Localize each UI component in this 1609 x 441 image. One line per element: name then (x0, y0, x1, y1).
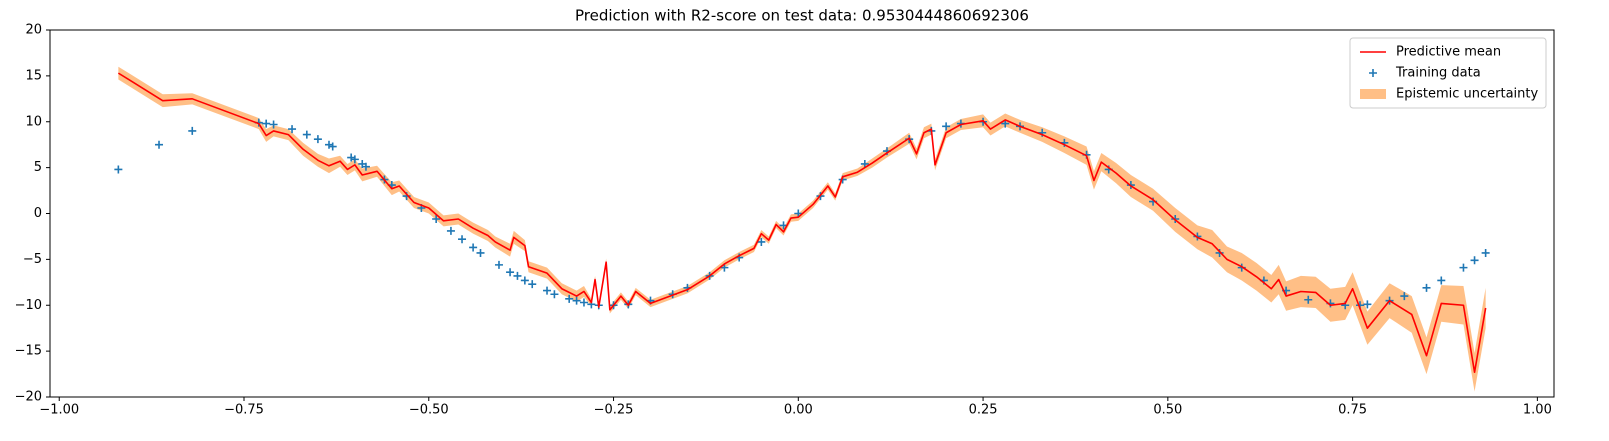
x-tick-label: 0.00 (784, 403, 813, 418)
legend-label: Epistemic uncertainty (1396, 87, 1538, 102)
training-point (262, 119, 271, 128)
training-point (565, 294, 574, 303)
y-tick-label: 10 (25, 114, 42, 129)
chart-title: Prediction with R2-score on test data: 0… (575, 7, 1029, 25)
x-tick-label: 1.00 (1523, 403, 1552, 418)
training-point (1363, 300, 1372, 309)
training-point (446, 226, 455, 235)
training-point (350, 155, 359, 164)
training-point (432, 215, 441, 224)
x-tick-label: −0.75 (224, 403, 264, 418)
y-tick-label: −15 (15, 344, 42, 359)
x-tick-label: −1.00 (39, 403, 79, 418)
x-tick-label: 0.50 (1153, 403, 1182, 418)
training-point (520, 276, 529, 285)
training-point (476, 248, 485, 257)
training-point (155, 140, 164, 149)
y-tick-label: 20 (25, 23, 42, 38)
training-point (513, 271, 522, 280)
y-tick-label: 0 (34, 206, 42, 221)
training-point (114, 165, 123, 174)
training-point (528, 280, 537, 289)
training-point (302, 130, 311, 139)
training-point (1481, 248, 1490, 257)
training-point (494, 260, 503, 269)
training-point (757, 237, 766, 246)
training-point (550, 290, 559, 299)
mean-line (117, 72, 1487, 374)
training-point (1304, 295, 1313, 304)
training-point (572, 296, 581, 305)
training-point (288, 125, 297, 134)
training-point (860, 159, 869, 168)
training-point (1215, 248, 1224, 257)
training-point (269, 120, 278, 129)
legend-patch (1360, 89, 1386, 99)
x-tick-label: 0.75 (1338, 403, 1367, 418)
legend-marker (1369, 69, 1377, 77)
training-point (1001, 119, 1010, 128)
training-point (942, 122, 951, 131)
y-tick-label: 5 (34, 160, 42, 175)
training-point (1437, 276, 1446, 285)
training-point (1459, 263, 1468, 272)
training-point (324, 140, 333, 149)
training-point (188, 126, 197, 135)
training-point (458, 235, 467, 244)
legend-label: Predictive mean (1396, 45, 1501, 60)
x-tick-label: 0.25 (969, 403, 998, 418)
y-tick-label: 15 (25, 68, 42, 83)
training-point (328, 142, 337, 151)
legend-box (1349, 37, 1547, 109)
training-point (579, 298, 588, 307)
training-point (347, 153, 356, 162)
x-tick-label: −0.50 (409, 403, 449, 418)
y-tick-label: −5 (23, 252, 42, 267)
y-tick-label: −10 (15, 298, 42, 313)
training-point (361, 162, 370, 171)
training-point (469, 243, 478, 252)
training-point (506, 268, 515, 277)
training-point (543, 286, 552, 295)
x-tick-label: −0.25 (594, 403, 634, 418)
y-tick-label: −20 (15, 390, 42, 405)
training-point (313, 135, 322, 144)
uncertainty-band (118, 66, 1486, 392)
plot-frame (49, 29, 1555, 398)
legend-label: Training data (1395, 66, 1481, 81)
training-point (1400, 292, 1409, 301)
training-point (1422, 283, 1431, 292)
training-point (1470, 256, 1479, 265)
